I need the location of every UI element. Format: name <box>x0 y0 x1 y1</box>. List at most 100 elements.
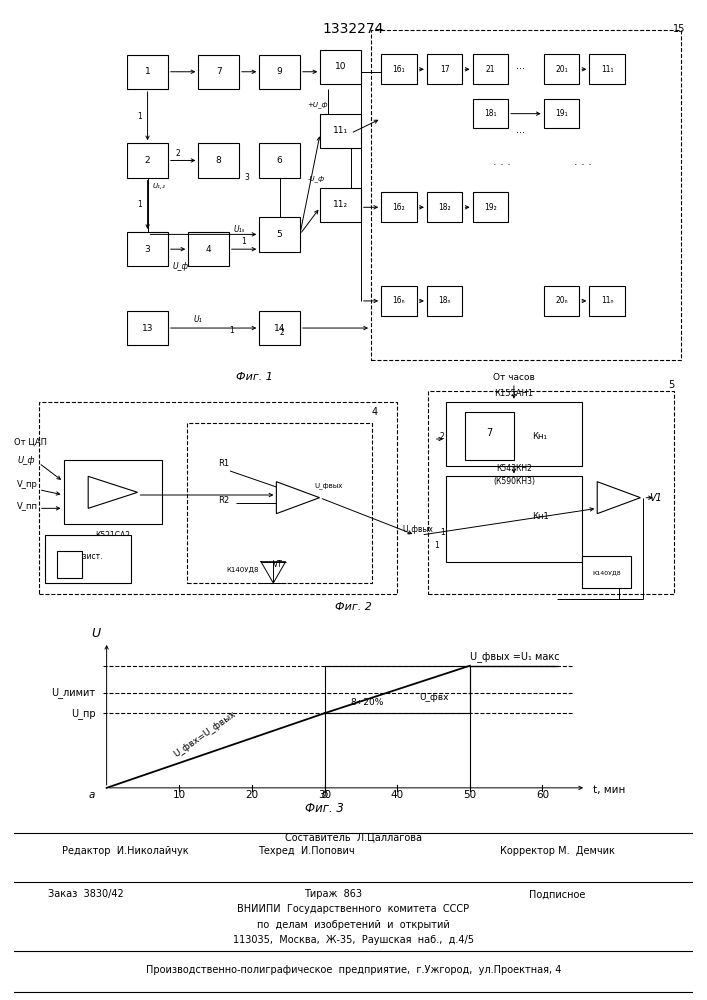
Text: +U_ф: +U_ф <box>308 101 328 108</box>
Bar <box>427 54 462 84</box>
Text: · · ·: · · · <box>493 160 510 170</box>
Bar <box>381 54 416 84</box>
Text: Подписное: Подписное <box>529 889 585 899</box>
Text: 1: 1 <box>433 541 438 550</box>
Text: 4: 4 <box>206 245 211 254</box>
Text: 2: 2 <box>279 328 284 337</box>
Text: U_фвых: U_фвых <box>403 525 433 534</box>
Text: К155АН1: К155АН1 <box>494 389 534 398</box>
Text: ...: ... <box>515 125 525 135</box>
Text: Кн₁: Кн₁ <box>532 432 547 441</box>
Bar <box>127 54 168 89</box>
Text: R2: R2 <box>218 496 229 505</box>
Text: 3: 3 <box>145 245 151 254</box>
Bar <box>127 311 168 345</box>
Text: 2: 2 <box>145 156 151 165</box>
Text: V_пр: V_пр <box>17 480 38 489</box>
Text: U: U <box>91 627 100 640</box>
Text: К140УД8: К140УД8 <box>589 560 624 569</box>
Text: 1: 1 <box>145 67 151 76</box>
Text: 7: 7 <box>486 428 492 438</box>
Text: 3: 3 <box>244 173 249 182</box>
Text: U_ф: U_ф <box>173 262 189 271</box>
Text: От часов: От часов <box>493 373 535 382</box>
Bar <box>199 143 239 178</box>
Text: 1332274: 1332274 <box>323 22 384 36</box>
Bar <box>127 143 168 178</box>
Text: К140УД8: К140УД8 <box>226 567 259 573</box>
Bar <box>259 311 300 345</box>
Text: Заказ  3830/42: Заказ 3830/42 <box>48 889 124 899</box>
Bar <box>590 54 625 84</box>
Text: U_ф: U_ф <box>17 456 35 465</box>
Text: 113035,  Москва,  Ж-35,  Раушская  наб.,  д.4/5: 113035, Москва, Ж-35, Раушская наб., д.4… <box>233 935 474 945</box>
Polygon shape <box>276 482 320 514</box>
Text: U₁: U₁ <box>193 315 202 324</box>
Text: 10: 10 <box>173 790 186 800</box>
Text: К140УД8: К140УД8 <box>592 570 621 575</box>
Text: (К590КН3): (К590КН3) <box>493 477 535 486</box>
Text: 18₂: 18₂ <box>438 203 451 212</box>
Text: 20ₙ: 20ₙ <box>555 296 568 305</box>
Text: Фиг. 1: Фиг. 1 <box>235 372 273 382</box>
Bar <box>446 476 582 562</box>
Text: резист.: резист. <box>74 552 103 561</box>
Text: 18ₙ: 18ₙ <box>438 296 451 305</box>
Text: Производственно-полиграфическое  предприятие,  г.Ужгород,  ул.Проектная, 4: Производственно-полиграфическое предприя… <box>146 965 561 975</box>
Bar <box>57 551 82 578</box>
Bar <box>127 232 168 266</box>
Text: 13: 13 <box>142 324 153 333</box>
Text: Корректор М.  Демчик: Корректор М. Демчик <box>500 846 614 856</box>
Bar <box>427 192 462 222</box>
Bar <box>371 30 681 360</box>
Bar <box>320 188 361 222</box>
Text: 30: 30 <box>318 790 331 800</box>
Bar <box>320 50 361 84</box>
Text: От ЦАП: От ЦАП <box>14 437 47 446</box>
Text: Кн1: Кн1 <box>532 512 549 521</box>
Text: R1: R1 <box>218 459 229 468</box>
Text: V_пп: V_пп <box>17 501 38 510</box>
Polygon shape <box>88 476 138 508</box>
Text: 2: 2 <box>440 432 445 441</box>
Text: 1: 1 <box>440 528 445 537</box>
Text: Редактор  И.Николайчук: Редактор И.Николайчук <box>62 846 188 856</box>
Bar <box>259 143 300 178</box>
Text: U_фвх: U_фвх <box>419 693 448 702</box>
Bar <box>472 99 508 128</box>
Bar <box>259 54 300 89</box>
Bar <box>39 402 397 594</box>
Text: 16₂: 16₂ <box>392 203 405 212</box>
Text: 6: 6 <box>276 156 283 165</box>
Bar <box>325 666 470 713</box>
Text: б: б <box>322 790 328 800</box>
Bar <box>472 54 508 84</box>
Text: 8: 8 <box>216 156 221 165</box>
Text: 2: 2 <box>175 149 180 158</box>
Bar <box>187 423 372 583</box>
Text: 11₂: 11₂ <box>333 200 348 209</box>
Text: 1: 1 <box>137 200 142 209</box>
Text: U_фвых =U₁ макс: U_фвых =U₁ макс <box>470 651 559 662</box>
Bar <box>381 192 416 222</box>
Text: 60: 60 <box>536 790 549 800</box>
Text: по  делам  изобретений  и  открытий: по делам изобретений и открытий <box>257 920 450 930</box>
Text: V1: V1 <box>650 493 662 503</box>
Text: 16₁: 16₁ <box>392 65 405 74</box>
Text: 10: 10 <box>335 62 346 71</box>
Text: К521СА2: К521СА2 <box>95 531 130 540</box>
Text: 50: 50 <box>463 790 477 800</box>
Text: 18₁: 18₁ <box>484 109 496 118</box>
Text: 17: 17 <box>440 65 450 74</box>
Text: 11ₙ: 11ₙ <box>601 296 614 305</box>
Text: 15: 15 <box>673 24 686 34</box>
Text: 20: 20 <box>245 790 259 800</box>
Text: Техред  И.Попович: Техред И.Попович <box>257 846 354 856</box>
Bar <box>188 232 229 266</box>
Text: 21: 21 <box>486 65 495 74</box>
Text: U₁,₂: U₁,₂ <box>153 183 165 189</box>
Bar <box>428 391 674 594</box>
Bar <box>381 286 416 316</box>
Text: 19₂: 19₂ <box>484 203 497 212</box>
Text: 5: 5 <box>668 380 674 390</box>
